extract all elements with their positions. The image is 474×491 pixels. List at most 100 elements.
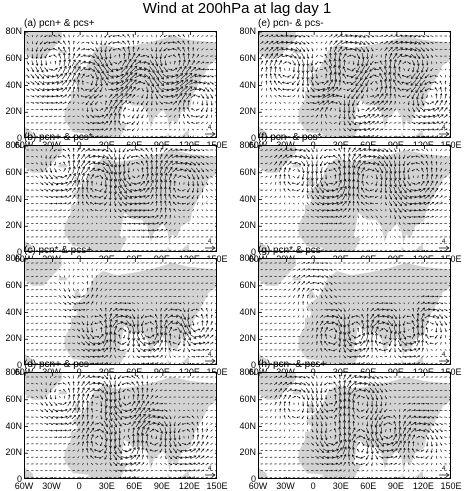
wind-vector [293,60,296,65]
panel-label: (c) pcn* & pcs+ [24,245,92,257]
wind-vector [58,430,62,431]
wind-vector [320,282,324,284]
wind-vector [128,116,131,117]
wind-vector [78,376,80,379]
wind-vector [58,210,61,211]
wind-vector [136,156,140,158]
wind-vector [293,282,296,284]
wind-vector [375,129,378,131]
wind-vector [123,35,126,37]
wind-vector [279,95,282,97]
wind-vector [302,167,304,172]
wind-vector [146,148,149,151]
wind-vector [270,116,272,117]
wind-vector [298,88,300,92]
wind-vector [306,42,309,44]
wind-vector [35,96,39,98]
wind-vector [380,243,382,244]
wind-vector [145,356,150,358]
wind-vector [161,456,162,458]
wind-vector [215,177,217,178]
wind-vector [137,382,139,386]
wind-vector [445,322,447,325]
wind-vector [449,343,451,344]
wind-vector [261,88,262,90]
wind-vector [192,129,194,130]
wind-vector [311,382,313,386]
wind-vector [68,203,71,205]
wind-vector [320,62,324,63]
wind-vector [174,136,176,137]
wind-vector [450,88,451,91]
wind-vector [137,477,140,478]
wind-vector [434,108,439,112]
wind-vector [449,150,451,151]
wind-vector [73,288,74,291]
wind-vector [301,149,306,151]
wind-vector [68,382,70,385]
wind-vector [270,88,272,91]
wind-vector [375,122,379,125]
wind-vector [96,41,97,44]
wind-vector [160,35,162,37]
land-polygon [58,276,67,280]
wind-vector [339,148,341,151]
wind-vector [164,237,167,238]
wind-vector [261,183,263,184]
wind-vector [288,323,290,324]
wind-vector [31,81,34,84]
wind-vector [283,82,288,84]
wind-vector [53,196,58,198]
wind-vector [54,296,56,297]
wind-vector [215,296,217,297]
wind-vector [301,275,305,277]
wind-vector [278,88,282,90]
wind-vector [390,237,391,238]
wind-vector [78,388,80,393]
wind-vector [78,263,79,264]
wind-vector [445,88,446,92]
wind-vector [156,35,157,37]
wind-vector [394,148,396,151]
wind-vector [73,54,75,59]
wind-vector [58,196,63,198]
wind-vector [440,149,442,151]
wind-vector [316,42,318,43]
wind-vector [100,263,102,264]
panel-label: (h) pcn- & pcs+ [258,359,326,371]
wind-vector [142,463,144,466]
wind-vector [441,69,442,71]
wind-vector [192,442,195,446]
wind-vector [316,180,318,187]
wind-vector [49,175,52,179]
wind-vector [154,348,159,351]
wind-vector [425,129,429,131]
reference-vector-arrow [205,359,215,363]
wind-vector [215,450,217,451]
land-polygon [402,359,411,365]
wind-vector [137,348,140,352]
wind-vector [445,81,446,84]
wind-vector [142,35,143,36]
wind-vector [68,87,71,92]
wind-vector [81,48,85,50]
wind-vector [68,167,70,173]
wind-vector [196,456,200,459]
wind-vector [445,342,446,344]
wind-vector [164,470,167,471]
wind-vector [420,122,425,124]
wind-vector [55,61,56,64]
wind-vector [302,282,305,285]
wind-vector [288,289,290,291]
wind-vector [73,262,74,263]
wind-vector [434,129,438,131]
latitude-tick-label: 60N [0,280,22,290]
wind-vector [351,382,356,386]
wind-vector [49,430,52,431]
wind-map [25,146,217,252]
wind-vector [210,349,213,350]
wind-vector [445,328,447,331]
wind-vector [298,323,300,324]
wind-vector [174,356,176,357]
wind-vector [210,88,213,91]
